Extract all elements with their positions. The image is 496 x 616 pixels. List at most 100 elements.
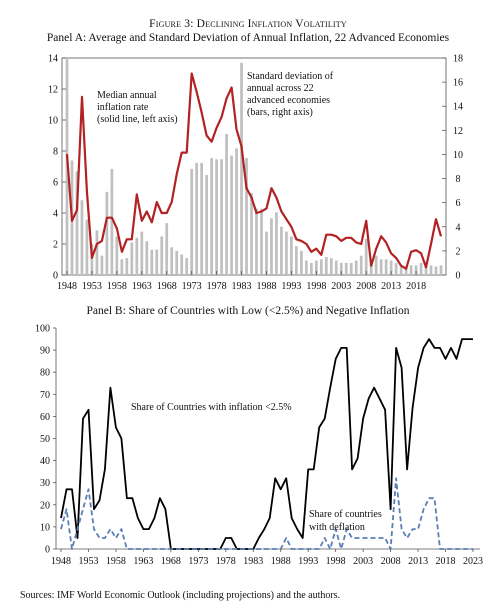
std-dev-bar — [150, 249, 154, 275]
std-dev-bar — [270, 218, 273, 275]
y-axis-tick-label: 70 — [40, 390, 50, 401]
std-dev-bar — [100, 255, 104, 275]
std-dev-bar — [180, 254, 184, 275]
std-dev-bar — [344, 262, 348, 275]
std-dev-bar — [90, 243, 94, 275]
std-dev-bar — [75, 171, 79, 275]
low-inflation-annotation: Share of Countries with inflation <2.5% — [131, 402, 292, 413]
std-dev-bar — [319, 259, 323, 275]
deflation-annotation: Share of countries — [309, 509, 382, 520]
panel-a-title: Panel A: Average and Standard Deviation … — [46, 32, 450, 44]
x-axis-tick-label: 1998 — [326, 556, 346, 567]
right-axis-tick-label: 4 — [456, 222, 461, 233]
std-dev-bar — [285, 231, 288, 275]
y-axis-tick-label: 90 — [40, 346, 50, 357]
std-dev-bar — [155, 249, 159, 275]
right-axis-tick-label: 10 — [453, 150, 463, 161]
left-axis-tick-label: 10 — [48, 116, 58, 127]
right-axis-tick-label: 14 — [453, 102, 463, 113]
x-axis-tick-label: 2008 — [381, 556, 401, 567]
std-dev-bar — [245, 158, 248, 275]
y-axis-tick-label: 60 — [40, 412, 50, 423]
x-axis-tick-label: 1953 — [82, 281, 102, 292]
std-dev-bar — [404, 266, 408, 275]
std-dev-bar — [314, 260, 318, 275]
x-axis-tick-label: 1948 — [57, 281, 77, 292]
std-dev-bar — [414, 265, 418, 275]
std-dev-bar — [235, 148, 238, 275]
std-dev-bar — [230, 155, 233, 275]
std-dev-bar — [115, 236, 119, 275]
std-dev-bar — [95, 230, 99, 275]
std-dev-bar — [309, 262, 313, 275]
panel-a-chart: 0 2 4 6 8 10 12 14 0 2 4 6 8 10 12 14 16 18 1948 1953 1958 19… — [48, 54, 463, 293]
x-axis-tick-label: 2003 — [331, 281, 351, 292]
std-dev-bar — [125, 258, 129, 275]
left-axis-tick-label: 14 — [48, 54, 58, 65]
std-dev-bar — [374, 255, 378, 275]
std-dev-bar — [175, 250, 179, 275]
x-axis-tick-label: 1978 — [207, 281, 227, 292]
std-dev-bar — [170, 247, 174, 275]
std-dev-bar — [339, 262, 343, 275]
panel-a-frame — [61, 57, 447, 276]
deflation-share-line — [60, 477, 473, 550]
std-dev-bar — [439, 265, 443, 275]
y-axis-tick-label: 80 — [40, 368, 50, 379]
std-dev-bar — [135, 237, 139, 275]
x-axis-tick-label: 1958 — [107, 281, 127, 292]
std-dev-bar — [165, 223, 169, 275]
std-dev-bar — [250, 193, 253, 275]
x-axis-tick-label: 1993 — [281, 281, 301, 292]
right-axis-tick-label: 0 — [456, 271, 461, 282]
std-dev-bar — [409, 265, 413, 275]
right-axis-tick-label: 12 — [453, 126, 463, 137]
right-axis-tick-label: 8 — [456, 174, 461, 185]
std-dev-annotation: advanced economies — [247, 95, 330, 106]
std-dev-bar — [329, 258, 333, 275]
right-axis-tick-label: 16 — [453, 78, 463, 89]
source-note: Sources: IMF World Economic Outlook (inc… — [20, 590, 341, 601]
x-axis-tick-label: 2013 — [408, 556, 428, 567]
x-axis-tick-label: 1973 — [182, 281, 202, 292]
std-dev-bar — [240, 62, 243, 276]
y-axis-tick-label: 40 — [40, 456, 50, 467]
std-dev-bar — [185, 258, 189, 275]
x-axis-tick-label: 2023 — [463, 556, 483, 567]
median-line-annotation: Median annual — [97, 90, 157, 101]
std-dev-bar — [334, 260, 338, 275]
x-axis-tick-label: 1973 — [188, 556, 208, 567]
std-dev-bar — [364, 238, 368, 275]
x-axis-tick-label: 1963 — [132, 281, 152, 292]
y-axis-tick-label: 30 — [40, 478, 50, 489]
std-dev-bar — [369, 259, 373, 275]
std-dev-bar — [354, 260, 358, 275]
y-axis-tick-label: 100 — [35, 324, 50, 335]
left-axis-tick-label: 8 — [53, 147, 58, 158]
x-axis-tick-label: 1968 — [157, 281, 177, 292]
median-inflation-line — [65, 72, 443, 270]
y-axis-tick-label: 50 — [40, 434, 50, 445]
std-dev-bar — [275, 212, 278, 275]
std-dev-bar — [260, 208, 263, 275]
x-axis-tick-label: 1953 — [78, 556, 98, 567]
x-axis-tick-label: 2018 — [406, 281, 426, 292]
std-dev-bar — [295, 246, 298, 275]
std-dev-bar — [145, 241, 149, 275]
std-dev-annotation: Standard deviation of — [247, 71, 334, 82]
std-dev-bar — [265, 231, 268, 275]
std-dev-bar — [120, 259, 124, 275]
left-axis-tick-label: 0 — [53, 271, 58, 282]
x-axis-tick-label: 1988 — [271, 556, 291, 567]
std-dev-bar — [394, 262, 398, 275]
std-dev-bar — [220, 159, 223, 275]
right-axis-tick-label: 6 — [456, 198, 461, 209]
x-axis-tick-label: 1983 — [243, 556, 263, 567]
panel-b-title: Panel B: Share of Countries with Low (<2… — [86, 305, 410, 317]
std-dev-bar — [434, 266, 438, 275]
x-axis-tick-label: 1958 — [106, 556, 126, 567]
std-dev-bar — [359, 255, 363, 275]
std-dev-bar — [324, 256, 328, 275]
std-dev-bar — [429, 265, 433, 275]
median-line-annotation: (solid line, left axis) — [97, 114, 178, 125]
